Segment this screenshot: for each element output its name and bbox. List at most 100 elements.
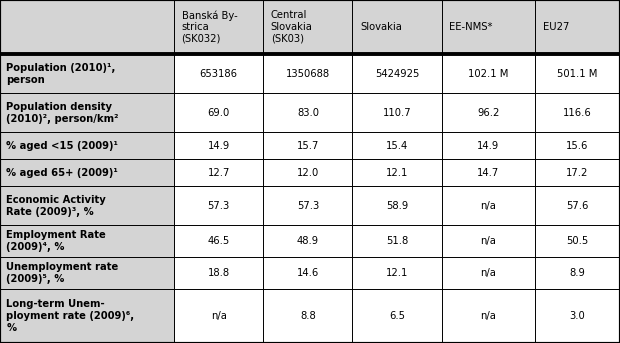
Text: 12.1: 12.1 <box>386 168 408 178</box>
Bar <box>174 289 264 343</box>
Text: 48.9: 48.9 <box>297 236 319 246</box>
Bar <box>535 225 620 257</box>
Text: Unemployment rate
(2009)⁵, %: Unemployment rate (2009)⁵, % <box>6 262 118 284</box>
Text: 8.8: 8.8 <box>300 311 316 321</box>
Text: 15.7: 15.7 <box>297 141 319 151</box>
Text: Central
Slovakia
(SK03): Central Slovakia (SK03) <box>271 10 312 44</box>
Bar <box>441 225 535 257</box>
Text: n/a: n/a <box>480 236 496 246</box>
Bar <box>264 93 352 132</box>
Bar <box>352 159 441 186</box>
Bar <box>535 132 620 159</box>
Bar <box>0 289 174 343</box>
Text: 15.6: 15.6 <box>566 141 589 151</box>
Bar <box>264 54 352 93</box>
Text: 14.9: 14.9 <box>208 141 230 151</box>
Bar <box>0 225 174 257</box>
Text: Population (2010)¹,
person: Population (2010)¹, person <box>6 63 115 84</box>
Text: 3.0: 3.0 <box>570 311 585 321</box>
Text: 83.0: 83.0 <box>297 108 319 118</box>
Bar <box>441 289 535 343</box>
Bar <box>441 186 535 225</box>
Text: Economic Activity
Rate (2009)³, %: Economic Activity Rate (2009)³, % <box>6 195 106 217</box>
Text: 12.1: 12.1 <box>386 268 408 278</box>
Bar <box>174 54 264 93</box>
Bar <box>352 0 441 54</box>
Text: 8.9: 8.9 <box>570 268 585 278</box>
Bar <box>0 257 174 289</box>
Text: % aged <15 (2009)¹: % aged <15 (2009)¹ <box>6 141 118 151</box>
Text: 69.0: 69.0 <box>208 108 230 118</box>
Bar <box>174 132 264 159</box>
Text: n/a: n/a <box>480 268 496 278</box>
Text: % aged 65+ (2009)¹: % aged 65+ (2009)¹ <box>6 168 118 178</box>
Bar <box>352 257 441 289</box>
Text: Employment Rate
(2009)⁴, %: Employment Rate (2009)⁴, % <box>6 230 106 252</box>
Bar <box>441 93 535 132</box>
Bar <box>174 257 264 289</box>
Bar <box>535 54 620 93</box>
Bar <box>535 186 620 225</box>
Bar <box>174 93 264 132</box>
Text: EE-NMS*: EE-NMS* <box>449 22 492 32</box>
Text: 17.2: 17.2 <box>566 168 589 178</box>
Bar <box>174 159 264 186</box>
Text: 57.6: 57.6 <box>566 201 589 211</box>
Bar <box>535 257 620 289</box>
Bar <box>352 186 441 225</box>
Bar <box>535 159 620 186</box>
Text: 6.5: 6.5 <box>389 311 405 321</box>
Text: 110.7: 110.7 <box>383 108 411 118</box>
Text: 102.1 M: 102.1 M <box>468 69 508 79</box>
Text: 14.7: 14.7 <box>477 168 500 178</box>
Text: 12.0: 12.0 <box>297 168 319 178</box>
Text: Long-term Unem-
ployment rate (2009)⁶,
%: Long-term Unem- ployment rate (2009)⁶, % <box>6 299 135 333</box>
Text: 14.9: 14.9 <box>477 141 500 151</box>
Bar <box>264 159 352 186</box>
Bar <box>352 132 441 159</box>
Text: Banská By-
strica
(SK032): Banská By- strica (SK032) <box>182 10 237 44</box>
Bar <box>441 132 535 159</box>
Bar <box>441 159 535 186</box>
Bar <box>264 257 352 289</box>
Bar <box>352 54 441 93</box>
Text: 51.8: 51.8 <box>386 236 408 246</box>
Bar <box>174 186 264 225</box>
Bar <box>535 93 620 132</box>
Bar <box>264 186 352 225</box>
Bar <box>174 0 264 54</box>
Text: 12.7: 12.7 <box>208 168 230 178</box>
Bar <box>352 225 441 257</box>
Bar <box>264 289 352 343</box>
Text: n/a: n/a <box>480 201 496 211</box>
Bar <box>0 159 174 186</box>
Bar <box>174 225 264 257</box>
Text: 116.6: 116.6 <box>563 108 592 118</box>
Text: 15.4: 15.4 <box>386 141 408 151</box>
Bar <box>535 289 620 343</box>
Bar <box>441 0 535 54</box>
Bar <box>352 289 441 343</box>
Text: 5424925: 5424925 <box>375 69 419 79</box>
Text: 96.2: 96.2 <box>477 108 500 118</box>
Bar <box>0 132 174 159</box>
Text: 653186: 653186 <box>200 69 237 79</box>
Text: 58.9: 58.9 <box>386 201 408 211</box>
Bar <box>441 54 535 93</box>
Text: 46.5: 46.5 <box>208 236 230 246</box>
Bar <box>0 93 174 132</box>
Bar <box>264 0 352 54</box>
Text: 57.3: 57.3 <box>208 201 230 211</box>
Bar <box>441 257 535 289</box>
Text: EU27: EU27 <box>542 22 569 32</box>
Text: 501.1 M: 501.1 M <box>557 69 598 79</box>
Text: Population density
(2010)², person/km²: Population density (2010)², person/km² <box>6 102 118 124</box>
Bar <box>0 54 174 93</box>
Text: 14.6: 14.6 <box>297 268 319 278</box>
Bar <box>535 0 620 54</box>
Text: Slovakia: Slovakia <box>360 22 402 32</box>
Text: 1350688: 1350688 <box>286 69 330 79</box>
Bar <box>264 225 352 257</box>
Bar <box>264 132 352 159</box>
Bar <box>352 93 441 132</box>
